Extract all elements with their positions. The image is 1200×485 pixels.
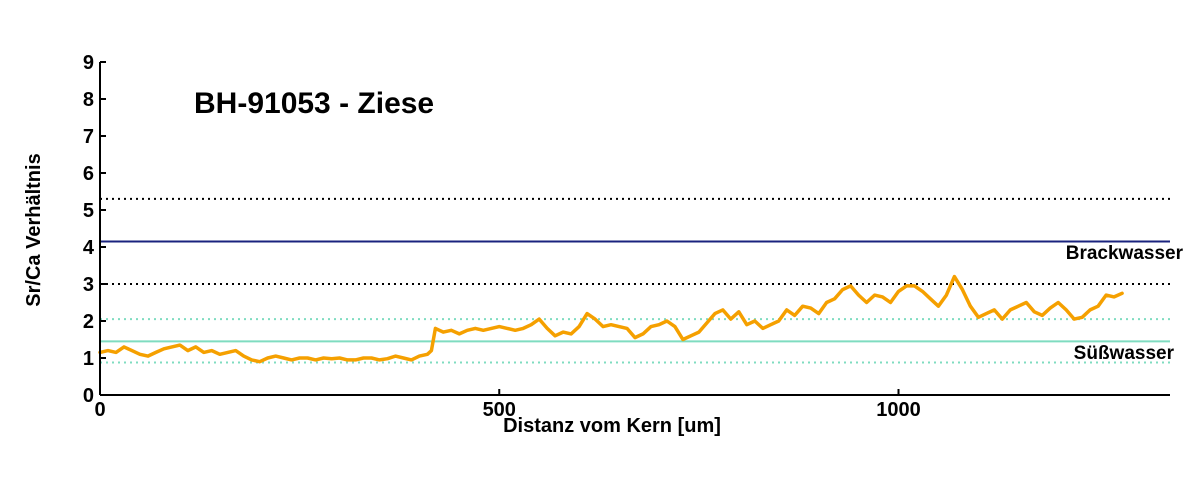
y-tick-label: 8 <box>83 89 94 111</box>
y-tick-label: 1 <box>83 348 94 370</box>
x-tick-label: 500 <box>483 399 516 421</box>
y-tick-label: 0 <box>83 385 94 407</box>
y-tick-label: 6 <box>83 163 94 185</box>
axes <box>99 62 1170 396</box>
suesswasser-label: Süßwasser <box>1074 343 1175 364</box>
x-tick-label: 1000 <box>876 399 921 421</box>
x-tick-label: 0 <box>94 399 105 421</box>
y-axis-label: Sr/Ca Verhältnis <box>23 153 45 306</box>
y-tick-label: 7 <box>83 126 94 148</box>
series-line-1 <box>98 274 1124 364</box>
brackwasser-label: Brackwasser <box>1066 243 1184 264</box>
series-group <box>98 274 1124 364</box>
y-tick-label: 3 <box>83 274 94 296</box>
ticks: 0 1 2 3 4 5 6 7 8 9 0 500 1000 <box>83 52 921 421</box>
y-tick-label: 5 <box>83 200 94 222</box>
y-tick-label: 2 <box>83 311 94 333</box>
y-tick-label: 4 <box>83 237 95 259</box>
reference-lines <box>100 197 1170 364</box>
y-tick-label: 9 <box>83 52 94 74</box>
chart-title: BH-91053 - Ziese <box>194 87 434 120</box>
x-axis-label: Distanz vom Kern [um] <box>503 415 721 437</box>
